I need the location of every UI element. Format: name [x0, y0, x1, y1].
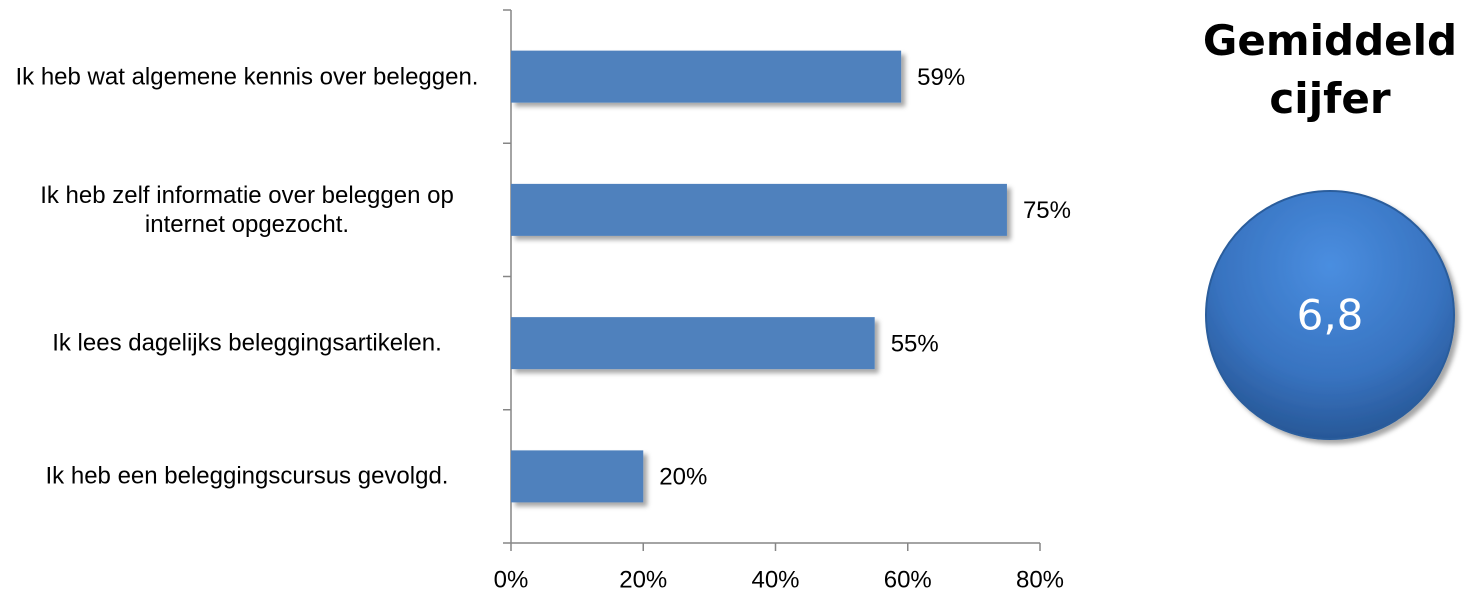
- bar: [511, 450, 644, 503]
- x-tick-label: 40%: [751, 566, 799, 593]
- average-label: 6,8: [1297, 291, 1364, 340]
- x-tick-label: 20%: [619, 566, 667, 593]
- value-label: 59%: [917, 64, 965, 91]
- y-tick-label: Ik heb een beleggingscursus gevolgd.: [45, 462, 449, 490]
- average-title: Gemiddeld cijfer: [1202, 16, 1458, 123]
- average-circle: [1205, 190, 1455, 440]
- value-label: 75%: [1023, 197, 1071, 224]
- bar: [511, 317, 875, 370]
- value-label: 55%: [891, 330, 939, 357]
- bar: [511, 50, 902, 103]
- bar: [511, 183, 1007, 236]
- y-tick-label: Ik heb wat algemene kennis over beleggen…: [15, 63, 479, 91]
- y-tick-label: Ik heb zelf informatie over beleggen op …: [40, 181, 454, 238]
- value-label: 20%: [659, 464, 707, 491]
- x-tick-label: 0%: [494, 566, 529, 593]
- x-tick-label: 80%: [1016, 566, 1064, 593]
- y-tick-label: Ik lees dagelijks beleggingsartikelen.: [52, 329, 442, 357]
- x-tick-label: 60%: [884, 566, 932, 593]
